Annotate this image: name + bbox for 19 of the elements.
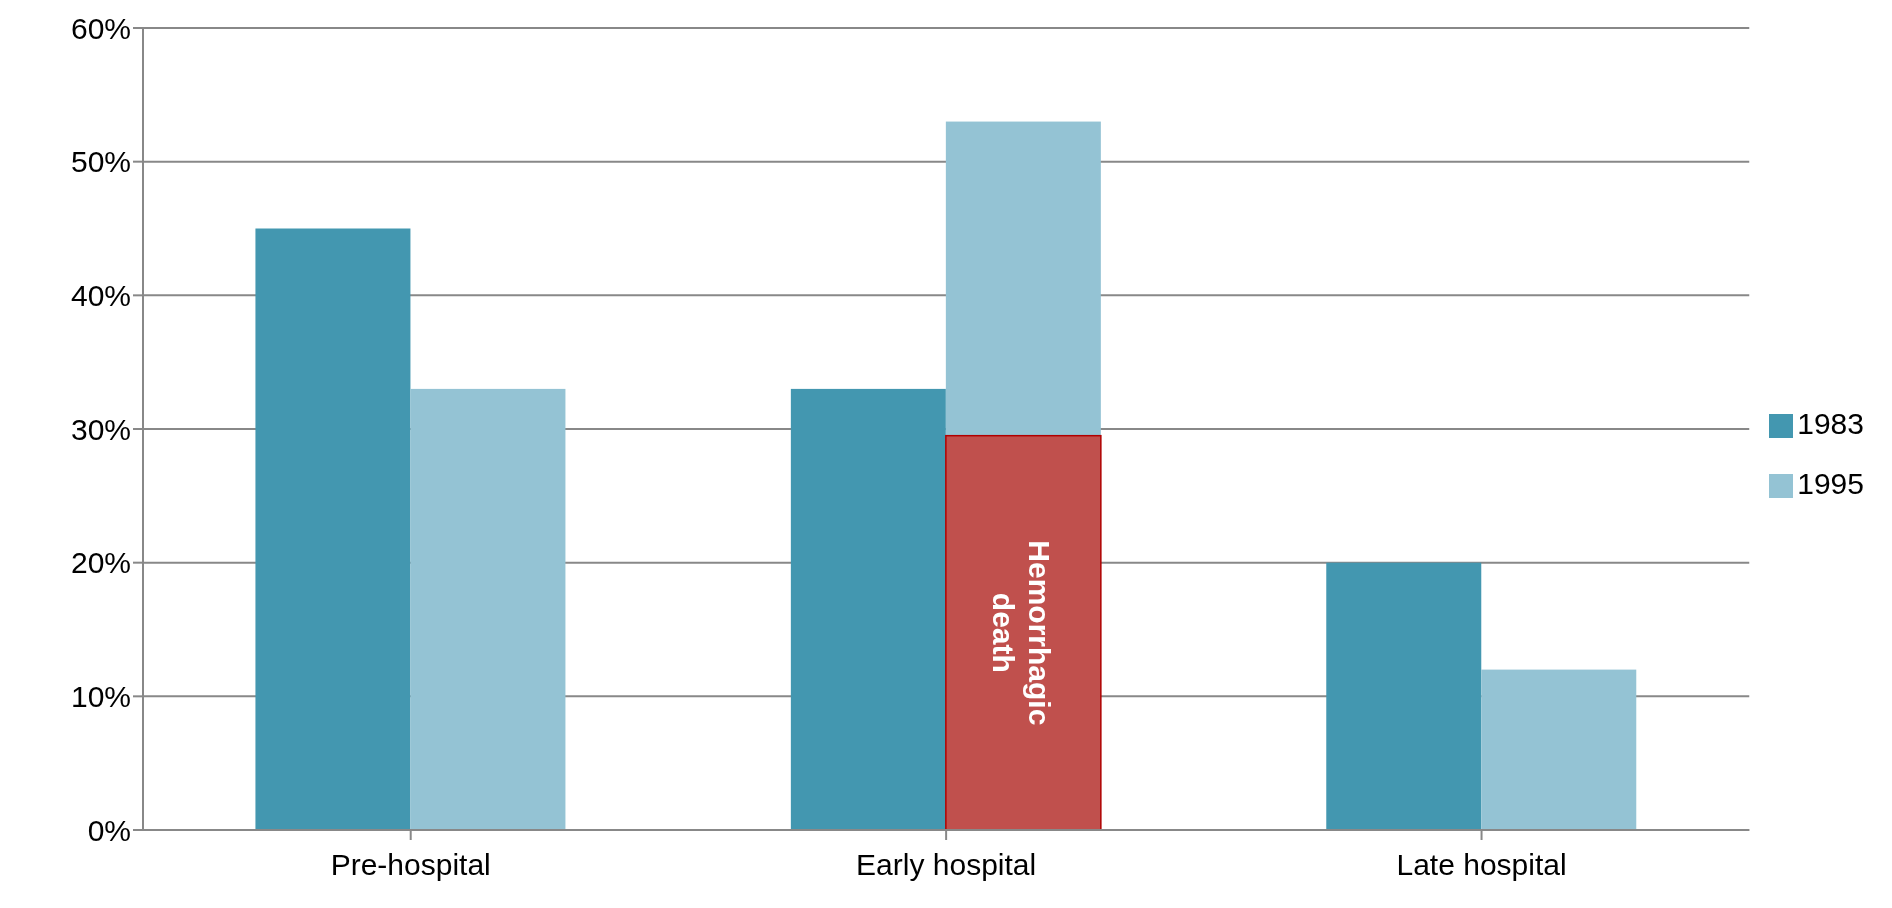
bar [255,228,411,830]
y-tick-label: 30% [70,412,131,446]
x-tick-label: Late hospital [1396,848,1567,882]
y-tick-label: 60% [70,11,131,45]
bar [410,388,566,830]
legend-label: 1995 [1797,467,1864,500]
bar [1326,562,1482,830]
y-tick-label: 10% [70,679,131,713]
x-tick-label: Early hospital [856,848,1037,882]
bar [790,388,946,830]
bar [1481,669,1637,830]
y-tick-label: 20% [70,546,131,580]
y-tick-label: 50% [70,145,131,179]
legend-label: 1983 [1797,407,1864,440]
y-tick-label: 0% [87,813,131,847]
y-tick-label: 40% [70,278,131,312]
bar [945,434,1102,830]
x-tick-label: Pre-hospital [330,848,491,882]
annotation: Hemorrhagic death [987,540,1057,726]
